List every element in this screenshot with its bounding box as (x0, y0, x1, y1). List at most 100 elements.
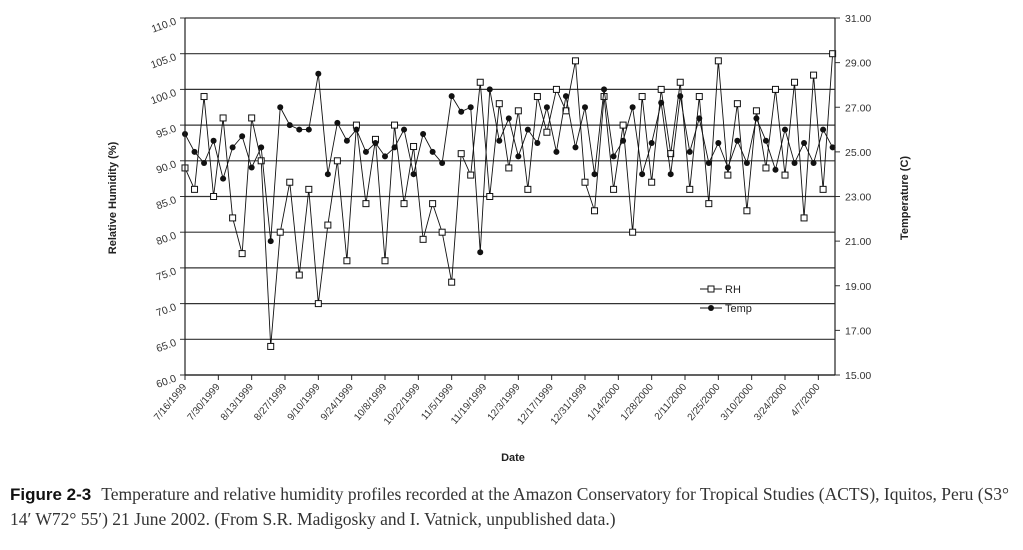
data-point-rh (486, 193, 494, 200)
y2-tick-label: 23.00 (845, 192, 871, 204)
data-point-rh (343, 257, 351, 265)
y2-tick-label: 31.00 (845, 13, 871, 25)
y2-axis-label: Temperature (C) (899, 156, 911, 240)
data-point-rh (800, 214, 808, 222)
data-point-temp (791, 160, 798, 167)
x-tick-label: 3/24/2000 (752, 382, 789, 423)
y2-tick-label: 25.00 (845, 147, 871, 159)
data-point-temp (343, 137, 350, 144)
data-point-rh (543, 128, 551, 136)
data-point-rh (305, 185, 313, 193)
data-point-rh (267, 342, 275, 350)
data-point-temp (334, 119, 341, 126)
data-point-temp (448, 93, 455, 100)
data-point-temp (705, 160, 712, 167)
figure-caption: Figure 2-3 Temperature and relative humid… (10, 482, 1020, 531)
data-point-rh (791, 78, 799, 86)
x-tick-label: 3/10/2000 (719, 382, 756, 423)
data-point-rh (781, 171, 789, 179)
data-point-rh (829, 50, 837, 58)
data-point-temp (362, 148, 369, 155)
data-point-temp (191, 148, 198, 155)
data-point-rh (333, 157, 341, 165)
y2-tick-label: 27.00 (845, 102, 871, 114)
data-point-temp (734, 137, 741, 144)
data-point-rh (591, 207, 599, 215)
data-point-temp (486, 86, 493, 93)
data-point-rh (257, 157, 265, 165)
data-point-rh (429, 200, 437, 208)
x-tick-label: 2/25/2000 (686, 382, 723, 423)
data-point-rh (686, 185, 694, 193)
data-point-rh (695, 93, 703, 101)
data-point-rh (771, 85, 779, 93)
data-point-temp (743, 160, 750, 167)
data-point-temp (562, 93, 569, 100)
data-point-temp (315, 70, 322, 77)
y-tick-label: 105.0 (149, 51, 178, 71)
data-point-temp (534, 139, 541, 146)
data-point-temp (591, 171, 598, 178)
data-point-temp (724, 164, 731, 171)
data-point-rh (476, 78, 484, 86)
data-point-rh (629, 228, 637, 236)
data-point-temp (658, 99, 665, 106)
data-point-temp (410, 171, 417, 178)
data-point-temp (477, 249, 484, 256)
figure-label: Figure 2-3 (10, 485, 92, 504)
data-point-temp (762, 137, 769, 144)
data-point-rh (638, 93, 646, 101)
x-axis-label: Date (501, 452, 525, 464)
data-point-rh (276, 228, 284, 236)
data-point-temp (686, 148, 693, 155)
y-tick-label: 100.0 (149, 87, 178, 107)
data-point-temp (220, 175, 227, 182)
data-point-rh (581, 178, 589, 186)
data-point-temp (229, 144, 236, 151)
data-point-temp (286, 122, 293, 129)
data-point-temp (324, 171, 331, 178)
y2-tick-label: 21.00 (845, 236, 871, 248)
data-point-rh (467, 171, 475, 179)
y-tick-label: 95.0 (155, 123, 178, 141)
data-point-rh (248, 114, 256, 122)
data-point-temp (820, 126, 827, 133)
data-point-temp (715, 139, 722, 146)
data-point-rh (533, 93, 541, 101)
data-point-rh (200, 93, 208, 101)
data-point-rh (743, 207, 751, 215)
data-point-temp (667, 171, 674, 178)
data-point-rh (657, 85, 665, 93)
data-point-rh (810, 71, 818, 79)
y-tick-label: 80.0 (155, 230, 178, 248)
x-tick-label: 1/28/2000 (619, 382, 656, 423)
x-tick-label: 1/14/2000 (586, 382, 623, 423)
data-point-rh (676, 78, 684, 86)
data-point-rh (524, 185, 532, 193)
data-point-rh (619, 121, 627, 129)
data-point-temp (515, 153, 522, 160)
y2-tick-label: 19.00 (845, 281, 871, 293)
data-point-temp (572, 144, 579, 151)
data-point-temp (382, 153, 388, 160)
data-point-temp (601, 86, 608, 93)
data-point-rh (419, 235, 427, 243)
data-point-temp (772, 166, 779, 173)
humidity-temperature-chart: 60.065.070.075.080.085.090.095.0100.0105… (107, 13, 911, 464)
data-point-temp (496, 137, 503, 144)
x-tick-label: 9/24/1999 (319, 382, 356, 423)
data-point-temp (305, 126, 312, 133)
data-point-rh (724, 171, 732, 179)
data-point-temp (401, 126, 408, 133)
data-point-rh (438, 228, 446, 236)
y2-tick-label: 29.00 (845, 58, 871, 70)
data-point-temp (267, 238, 274, 245)
data-point-rh (238, 250, 246, 258)
data-point-rh (610, 185, 618, 193)
data-point-temp (610, 153, 617, 160)
data-point-rh (495, 100, 503, 108)
data-point-rh (362, 200, 370, 208)
data-point-temp (391, 144, 398, 151)
x-tick-label: 8/13/1999 (219, 382, 256, 423)
y-tick-label: 85.0 (155, 194, 178, 212)
